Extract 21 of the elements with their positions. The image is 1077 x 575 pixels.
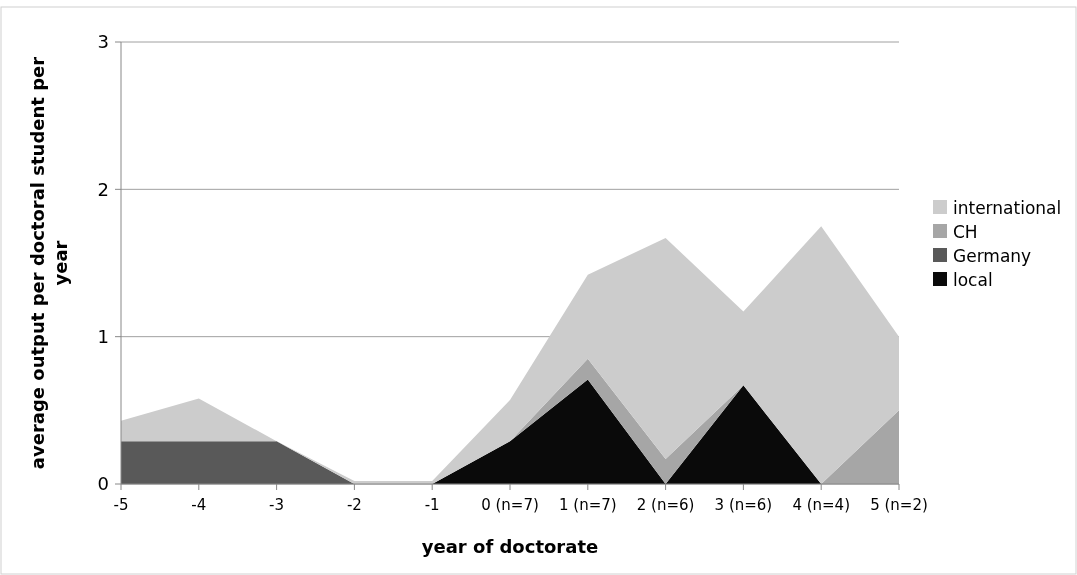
x-tick-label: -5: [113, 496, 129, 514]
legend-label: Germany: [953, 245, 1032, 266]
legend-label: international: [953, 197, 1062, 218]
x-tick-label: -2: [346, 496, 362, 514]
y-tick-label: 2: [97, 178, 109, 200]
x-tick-label: -3: [269, 496, 285, 514]
x-tick-label: -1: [424, 496, 440, 514]
x-tick-label: 3 (n=6): [714, 496, 773, 514]
x-tick-label: 2 (n=6): [636, 496, 695, 514]
x-tick-label: 5 (n=2): [870, 496, 928, 514]
x-tick-label: 4 (n=4): [792, 496, 851, 514]
y-tick-label: 0: [97, 473, 109, 495]
x-tick-label: 1 (n=7): [558, 496, 617, 514]
y-tick-label: 1: [97, 325, 109, 347]
legend-label: local: [953, 269, 993, 290]
y-axis-title: average output per doctoral student per year: [27, 56, 71, 470]
x-tick-label: 0 (n=7): [481, 496, 539, 514]
x-tick-label: -4: [191, 496, 207, 514]
y-tick-label: 3: [97, 31, 109, 53]
x-axis-title: year of doctorate: [421, 536, 599, 557]
legend-label: CH: [953, 221, 978, 242]
